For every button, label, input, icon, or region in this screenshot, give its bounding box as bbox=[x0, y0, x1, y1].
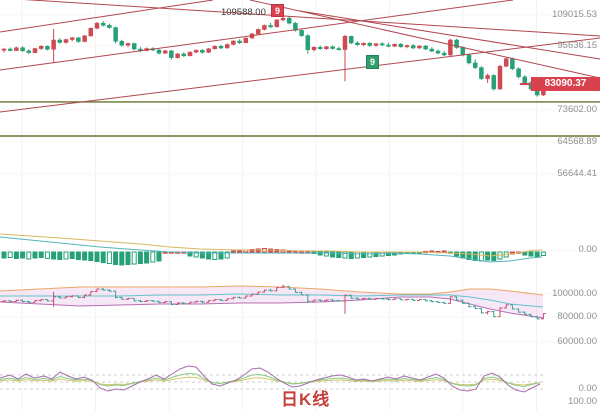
axis-label: 73602.00 bbox=[557, 104, 597, 115]
axis-label: 0.00 bbox=[578, 244, 598, 255]
support-lines bbox=[0, 101, 600, 137]
histogram-panel bbox=[0, 233, 546, 266]
axis-label: 95636.15 bbox=[557, 40, 597, 51]
axis-label: 56644.41 bbox=[557, 168, 597, 179]
bollinger-bars bbox=[1, 284, 546, 320]
last-price-badge: 83090.37 bbox=[531, 77, 600, 91]
oscillator-panel bbox=[0, 365, 543, 393]
candles bbox=[1, 13, 546, 97]
axis-label: 80000.00 bbox=[557, 311, 597, 322]
axis-label: 109015.53 bbox=[552, 9, 597, 20]
axis-label: 64568.89 bbox=[557, 136, 597, 147]
axis-label: 100000.00 bbox=[552, 288, 597, 299]
trend-lines bbox=[0, 0, 600, 113]
chart-period-label: 日K线 bbox=[281, 390, 331, 409]
marked-high-label: 109588.00 → bbox=[220, 7, 278, 18]
last-price-tick bbox=[520, 83, 530, 85]
high-count-badge: 9 bbox=[271, 4, 284, 17]
bollinger-panel bbox=[0, 285, 544, 319]
axis-label: 0.00 bbox=[578, 383, 598, 394]
low-count-badge: 9 bbox=[366, 55, 379, 69]
axis-label: 100.00 bbox=[567, 396, 597, 407]
axis-label: 60000.00 bbox=[557, 336, 597, 347]
